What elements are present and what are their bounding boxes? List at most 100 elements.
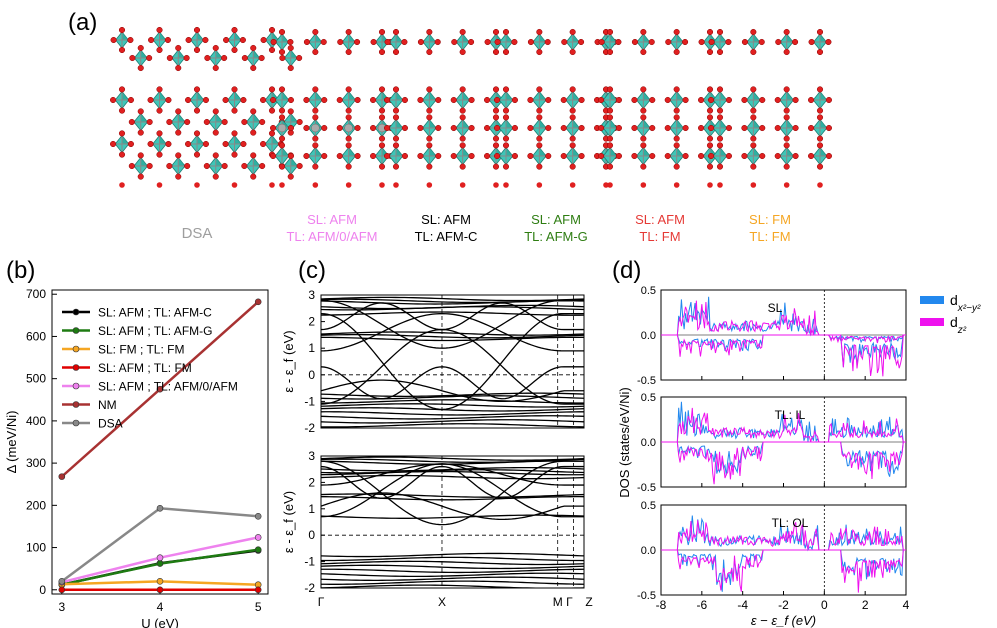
oxygen-atom [808,96,815,104]
oxygen-atom [665,38,672,46]
octahedron-face [539,91,547,100]
oxygen-atom [392,48,400,56]
legend-label: SL: AFM ; TL: AFM/0/AFM [98,380,238,394]
oxygen-atom [287,152,294,160]
oxygen-atom [401,152,408,160]
oxygen-atom [750,135,757,142]
oxygen-atom [459,28,466,36]
oxygen-atom [426,142,433,149]
band-line [321,496,584,501]
oxygen-atom [312,142,319,149]
oxygen-atom [392,142,400,149]
dos-spin-down-line [661,441,906,477]
oxygen-atom [682,124,689,132]
octahedron-face [753,34,760,42]
oxygen-atom [303,96,310,104]
oxygen-atom [750,28,757,36]
oxygen-atom [156,182,163,188]
bands [321,296,584,428]
oxygen-atom [816,48,824,56]
data-point [254,298,262,306]
oxygen-atom [137,64,144,72]
oxygen-atom [825,152,832,160]
octahedron-face [272,32,279,40]
band-line [321,460,584,526]
band-line [321,333,584,339]
oxygen-atom [673,107,680,114]
oxygen-atom [706,135,714,142]
oxygen-atom [527,124,534,132]
y-tick-label: -1 [304,555,315,569]
oxygen-atom [165,140,172,148]
y-axis-label: Δ (meV/Ni) [4,411,19,474]
oxygen-atom [569,163,576,170]
data-point [254,586,262,594]
octahedron-face [396,91,403,100]
octahedron [664,86,689,114]
oxygen-atom [392,28,400,36]
band-line [321,572,584,578]
oxygen-atom [212,44,219,52]
oxygen-atom [716,135,724,142]
octahedron [631,114,656,142]
oxygen-atom [708,152,715,160]
oxygen-atom [536,135,543,142]
oxygen-atom [816,28,824,36]
dos-spin-up-line [661,401,906,443]
oxygen-atom [459,135,466,142]
octahedron-face [610,119,617,128]
oxygen-atom [783,48,790,56]
oxygen-atom [808,124,815,132]
band-line [321,469,584,474]
oxygen-atom [204,54,211,62]
oxygen-atom [212,173,219,180]
band-line [321,415,584,420]
oxygen-atom [354,38,361,46]
oxygen-atom [494,38,501,46]
data-point [156,560,164,567]
octahedron [222,130,247,158]
band-line [321,312,584,352]
octahedron-face [396,34,403,42]
y-tick-label: 0.0 [641,437,656,449]
octahedron [270,142,294,170]
x-tick-label: -8 [656,598,667,612]
oxygen-atom [435,124,442,132]
oxygen-atom [239,36,246,44]
band-line [321,465,584,499]
oxygen-atom [175,152,182,159]
oxygen-atom [378,107,386,114]
legend-label: SL: AFM ; TL: FM [98,361,192,375]
octahedron-face [197,91,204,100]
oxygen-atom [825,38,832,46]
octahedron [128,152,153,180]
oxygen-atom [759,124,766,132]
oxygen-atom [417,96,424,104]
oxygen-atom [165,96,172,104]
oxygen-atom [503,182,509,188]
oxygen-atom [287,44,294,52]
series-sl-afm-tl-fm [58,586,262,594]
octahedron [450,142,475,170]
oxygen-atom [193,107,201,114]
octahedron [166,44,190,72]
x-tick-label: 4 [903,598,910,612]
band-line [321,419,584,424]
oxygen-atom [250,129,257,136]
oxygen-atom [354,152,361,160]
structure-label-1-line2: TL: AFM/0/AFM [286,229,377,244]
oxygen-atom [451,38,458,46]
octahedron [741,114,766,142]
oxygen-atom [278,86,286,93]
oxygen-atom [268,107,276,114]
oxygen-atom [792,152,799,160]
oxygen-atom [640,48,647,56]
oxygen-atom [250,44,257,52]
band-line [321,456,584,461]
oxygen-atom [193,86,201,93]
oxygen-atom [345,163,352,170]
y-tick-label: -0.5 [637,482,656,494]
octahedron [241,152,266,180]
oxygen-atom [119,182,125,188]
oxygen-atom [450,152,457,160]
